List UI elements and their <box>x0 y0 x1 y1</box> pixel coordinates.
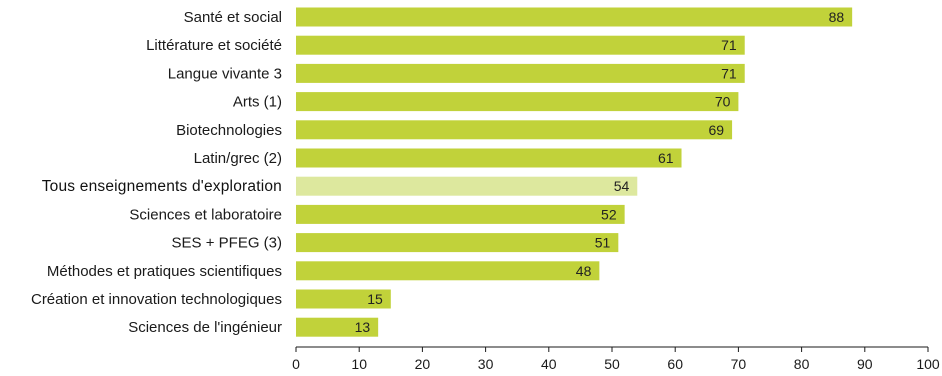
x-tick-label: 0 <box>292 356 300 372</box>
bar-4 <box>296 120 733 140</box>
bar-8 <box>296 233 619 253</box>
category-label: Santé et social <box>184 9 282 26</box>
bar-5 <box>296 148 682 168</box>
value-label: 15 <box>367 291 383 307</box>
category-labels: Santé et social Littérature et société Lan… <box>31 9 282 336</box>
category-label: Méthodes et pratiques scientifiques <box>47 263 282 280</box>
bar-0 <box>296 7 853 27</box>
value-label: 61 <box>658 150 674 166</box>
x-tick-label: 20 <box>415 356 431 372</box>
x-tick-label: 60 <box>667 356 683 372</box>
bar-6 <box>296 176 638 196</box>
bars-group <box>296 7 853 337</box>
category-label: Biotechnologies <box>176 122 282 139</box>
x-tick-label: 100 <box>916 356 940 372</box>
bar-2 <box>296 63 745 83</box>
x-tick-label: 50 <box>604 356 620 372</box>
value-label: 48 <box>576 263 592 279</box>
x-tick-label: 30 <box>478 356 494 372</box>
category-label: SES + PFEG (3) <box>172 235 282 252</box>
x-axis: 0 10 20 30 40 50 60 70 80 90 100 <box>292 346 940 372</box>
value-label: 13 <box>355 319 371 335</box>
value-label: 71 <box>721 37 737 53</box>
category-label: Sciences et laboratoire <box>129 206 282 223</box>
bar-11 <box>296 317 379 337</box>
category-label: Création et innovation technologiques <box>31 291 282 308</box>
x-tick-label: 80 <box>794 356 810 372</box>
value-label: 88 <box>829 9 845 25</box>
bar-1 <box>296 35 745 55</box>
value-label: 52 <box>601 206 617 222</box>
x-tick-label: 40 <box>541 356 557 372</box>
value-label: 51 <box>595 235 611 251</box>
x-tick-label: 10 <box>351 356 367 372</box>
value-label: 70 <box>715 94 731 110</box>
value-label: 54 <box>614 178 630 194</box>
bar-7 <box>296 204 625 224</box>
x-tick-label: 90 <box>857 356 873 372</box>
category-label: Littérature et société <box>146 37 282 54</box>
category-label: Langue vivante 3 <box>168 65 282 82</box>
x-tick-label: 70 <box>731 356 747 372</box>
bar-3 <box>296 92 739 112</box>
category-label: Latin/grec (2) <box>194 150 282 167</box>
category-label: Tous enseignements d'exploration <box>42 178 282 195</box>
category-label: Arts (1) <box>233 94 282 111</box>
value-label: 69 <box>709 122 725 138</box>
value-label: 71 <box>721 65 737 81</box>
category-label: Sciences de l'ingénieur <box>128 319 282 336</box>
bar-10 <box>296 289 391 309</box>
bar-9 <box>296 261 600 281</box>
